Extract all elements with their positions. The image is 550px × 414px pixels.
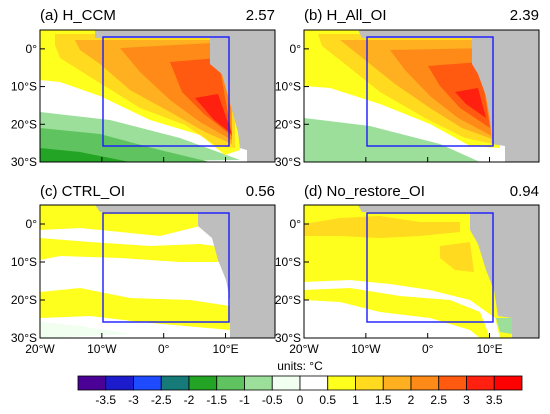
colorbar-tick-label: -1.5 (206, 393, 227, 407)
x-tick-label: 10°W (87, 342, 117, 356)
colorbar-swatch (77, 375, 107, 391)
colorbar-tick-label: 2.5 (430, 393, 447, 407)
x-tick-label: 10°E (212, 342, 238, 356)
y-tick-label: 0° (26, 217, 38, 231)
panel-c: (c) CTRL_OI 0.56 (39, 183, 276, 339)
axes: 0° 10°S 20°S 30°S 0° 10°S 20°S 30°S 0° 10°S 20°S 30… (11, 42, 503, 356)
panel-a-frame (39, 29, 276, 163)
colorbar-swatch (410, 375, 440, 391)
sst-contour (304, 216, 460, 238)
colorbar-swatch (133, 375, 162, 391)
panel-a-title: (a) H_CCM (40, 7, 116, 24)
y-tick-label: 20°S (11, 117, 37, 131)
panel-c-value: 0.56 (246, 183, 275, 200)
x-tick-label: 10°W (351, 342, 381, 356)
colorbar-swatch (216, 375, 245, 391)
y-tick-label: 10°S (11, 80, 37, 94)
y-tick-label: 30°S (11, 331, 37, 345)
colorbar-tick-label: 3.5 (486, 393, 503, 407)
panel-a-value: 2.57 (246, 7, 275, 24)
y-tick-label: 0° (26, 42, 38, 56)
panel-b-field (304, 30, 539, 162)
colorbar-swatch (244, 375, 273, 391)
panel-c-frame (39, 204, 276, 339)
y-tick-label: 30°S (275, 155, 301, 169)
sst-contour (455, 88, 486, 118)
land (95, 30, 275, 38)
colorbar: -3.5 -3 -2.5 -2 -1.5 -1 -0.5 0 0.5 1 1.5 2 2.5 3 3.5 (77, 375, 523, 407)
colorbar-tick-label: -2 (184, 393, 195, 407)
colorbar-tick-label: -3.5 (95, 393, 116, 407)
colorbar-swatch (438, 375, 467, 391)
colorbar-tick-label: -2.5 (151, 393, 172, 407)
y-tick-label: 30°S (11, 155, 37, 169)
x-tick-label: 0° (422, 342, 434, 356)
x-tick-label: 20°W (289, 342, 319, 356)
panel-a-field (40, 30, 275, 162)
analysis-box (102, 212, 230, 323)
colorbar-tick-label: 1.5 (375, 393, 392, 407)
analysis-box (102, 36, 230, 147)
colorbar-swatch (382, 375, 412, 391)
y-tick-label: 20°S (11, 293, 37, 307)
y-tick-label: 0° (290, 42, 302, 56)
panel-b: (b) H_All_OI 2.39 (303, 7, 540, 163)
colorbar-swatch (188, 375, 218, 391)
colorbar-tick-label: 3 (463, 393, 470, 407)
sst-contour (496, 318, 512, 334)
sst-contour (40, 322, 130, 338)
sst-contour (195, 94, 232, 134)
panel-d-value: 0.94 (510, 183, 539, 200)
y-tick-label: 0° (290, 217, 302, 231)
sst-contour (304, 300, 480, 338)
panel-a: (a) H_CCM 2.57 (39, 7, 276, 163)
sst-contour (40, 238, 230, 262)
colorbar-tick-label: 0.5 (319, 393, 336, 407)
y-tick-label: 30°S (275, 331, 301, 345)
colorbar-tick-label: 2 (408, 393, 415, 407)
y-tick-label: 10°S (275, 80, 301, 94)
panel-b-value: 2.39 (510, 7, 539, 24)
land (358, 205, 539, 338)
panel-d-field (304, 205, 539, 338)
sst-contour (440, 242, 474, 272)
panel-c-field (40, 205, 275, 338)
y-tick-label: 10°S (275, 255, 301, 269)
x-tick-label: 10°E (476, 342, 502, 356)
land (210, 30, 275, 162)
colorbar-swatch (299, 375, 329, 391)
sst-contour (40, 288, 230, 330)
colorbar-tick-label: -1 (239, 393, 250, 407)
colorbar-tick-label: 1 (352, 393, 359, 407)
panel-c-title: (c) CTRL_OI (40, 183, 125, 200)
panel-d-title: (d) No_restore_OI (304, 183, 425, 200)
analysis-box (366, 212, 494, 323)
panel-b-title: (b) H_All_OI (304, 7, 387, 24)
y-tick-label: 10°S (11, 255, 37, 269)
colorbar-swatch (160, 375, 190, 391)
colorbar-swatch (493, 375, 523, 391)
x-tick-label: 0° (158, 342, 170, 356)
colorbar-tick-label: 0 (297, 393, 304, 407)
colorbar-swatch (327, 375, 356, 391)
colorbar-tick-label: -3 (128, 393, 139, 407)
y-tick-label: 20°S (275, 117, 301, 131)
panel-d-frame (303, 204, 540, 339)
panel-d: (d) No_restore_OI 0.94 (303, 183, 540, 339)
colorbar-swatch (271, 375, 301, 391)
colorbar-swatch (105, 375, 134, 391)
colorbar-tick-label: -0.5 (262, 393, 283, 407)
land (358, 30, 539, 162)
y-tick-label: 20°S (275, 293, 301, 307)
analysis-box (366, 36, 494, 147)
sst-contour (304, 118, 480, 162)
sst-contour (40, 148, 130, 162)
colorbar-units: units: °C (277, 359, 323, 373)
x-tick-label: 20°W (25, 342, 55, 356)
colorbar-swatch (466, 375, 495, 391)
panel-b-frame (303, 29, 540, 163)
colorbar-swatch (355, 375, 384, 391)
land (95, 205, 275, 338)
